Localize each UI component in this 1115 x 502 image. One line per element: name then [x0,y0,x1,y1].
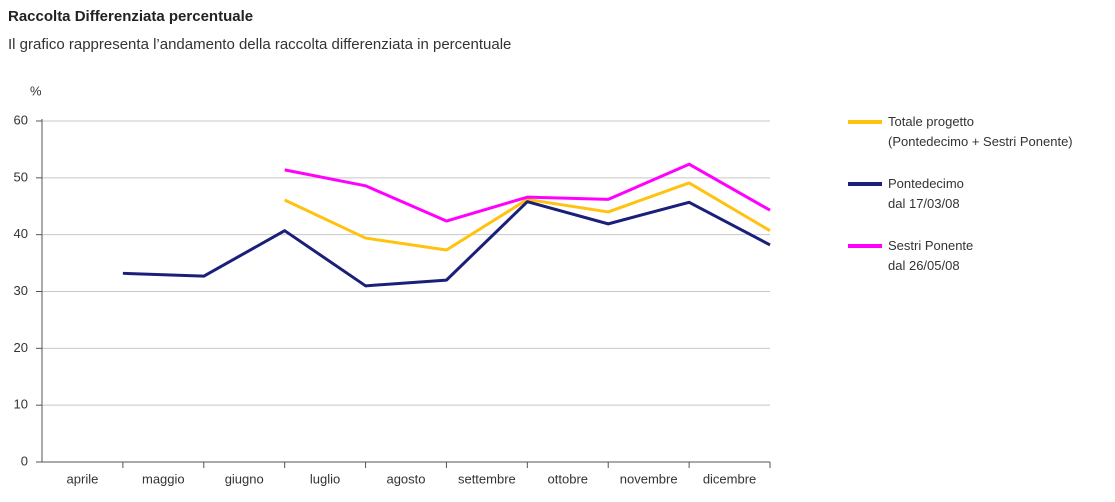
legend-swatch [848,182,882,186]
x-tick-label: ottobre [548,471,588,486]
x-tick-label: luglio [310,471,340,486]
chart-subtitle: Il grafico rappresenta l’andamento della… [8,36,512,53]
legend-label: Totale progetto (Pontedecimo + Sestri Po… [888,114,1073,149]
legend-label: Sestri Ponente dal 26/05/08 [888,238,974,273]
y-tick-label: 60 [14,112,28,127]
y-tick-label: 30 [14,283,28,298]
y-tick-label: 20 [14,340,28,355]
y-tick-label: 50 [14,169,28,184]
y-tick-label: 10 [14,397,28,412]
data-line [284,181,771,252]
legend-swatch [848,120,882,124]
y-tick-label: 0 [21,453,28,468]
x-tick-label: aprile [67,471,99,486]
legend-swatch [848,244,882,248]
x-tick-label: dicembre [703,471,756,486]
data-line [122,200,771,288]
legend-label: Pontedecimo dal 17/03/08 [888,176,964,211]
x-tick-label: novembre [620,471,678,486]
x-tick-label: giugno [225,471,264,486]
data-line [284,162,771,223]
y-axis-label: % [30,83,42,98]
chart-title: Raccolta Differenziata percentuale [8,8,254,25]
x-tick-label: agosto [386,471,425,486]
x-tick-label: settembre [458,471,516,486]
x-tick-label: maggio [142,471,185,486]
y-tick-label: 40 [14,226,28,241]
